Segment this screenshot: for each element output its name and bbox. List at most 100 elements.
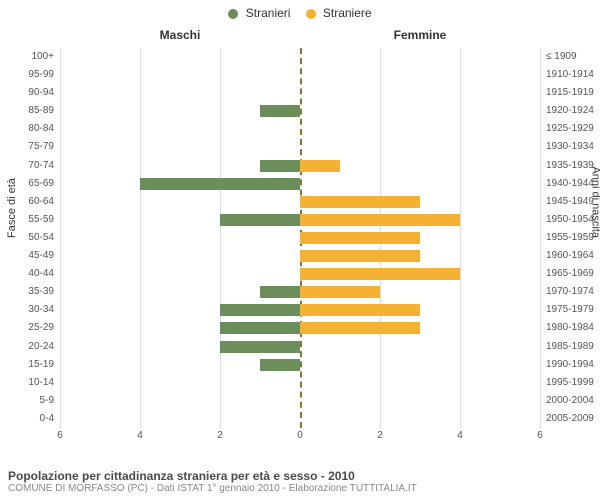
legend-item-female: Straniere	[306, 6, 372, 20]
y-label-birth: 1950-1954	[544, 211, 600, 229]
y-label-age: 90-94	[0, 84, 56, 102]
y-label-age: 55-59	[0, 211, 56, 229]
chart-row	[60, 410, 540, 428]
y-label-age: 30-34	[0, 301, 56, 319]
legend-swatch-male	[228, 9, 238, 19]
y-label-age: 75-79	[0, 138, 56, 156]
bar-female	[300, 322, 420, 334]
y-label-age: 80-84	[0, 120, 56, 138]
y-label-birth: 2000-2004	[544, 392, 600, 410]
x-tick-label: 6	[57, 430, 63, 441]
x-tick-label: 4	[457, 430, 463, 441]
y-label-age: 60-64	[0, 193, 56, 211]
y-labels-age: 100+95-9990-9485-8980-8475-7970-7465-696…	[0, 48, 56, 428]
bar-female	[300, 214, 460, 226]
chart-row	[60, 356, 540, 374]
footer-subtitle: COMUNE DI MORFASSO (PC) - Dati ISTAT 1° …	[8, 483, 592, 494]
bar-male	[220, 322, 300, 334]
bar-male	[260, 160, 300, 172]
gridline	[540, 48, 541, 428]
legend-item-male: Stranieri	[228, 6, 290, 20]
chart-row	[60, 157, 540, 175]
y-label-age: 35-39	[0, 283, 56, 301]
chart-row	[60, 265, 540, 283]
column-title-right: Femmine	[300, 28, 540, 42]
y-label-age: 15-19	[0, 356, 56, 374]
y-label-birth: ≤ 1909	[544, 48, 600, 66]
bar-female	[300, 268, 460, 280]
y-label-age: 100+	[0, 48, 56, 66]
chart-row	[60, 283, 540, 301]
bar-male	[260, 359, 300, 371]
chart-row	[60, 48, 540, 66]
legend-label-male: Stranieri	[246, 6, 291, 20]
bar-female	[300, 232, 420, 244]
x-tick-label: 6	[537, 430, 543, 441]
y-label-age: 50-54	[0, 229, 56, 247]
chart-row	[60, 211, 540, 229]
chart-row	[60, 66, 540, 84]
bar-female	[300, 286, 380, 298]
bar-male	[220, 341, 300, 353]
y-label-birth: 1980-1984	[544, 319, 600, 337]
chart-row	[60, 175, 540, 193]
chart-row	[60, 120, 540, 138]
legend-label-female: Straniere	[323, 6, 372, 20]
x-tick-label: 4	[137, 430, 143, 441]
y-label-age: 65-69	[0, 175, 56, 193]
chart-row	[60, 102, 540, 120]
x-tick-label: 0	[297, 430, 303, 441]
y-label-birth: 1965-1969	[544, 265, 600, 283]
chart-row	[60, 392, 540, 410]
y-label-birth: 1970-1974	[544, 283, 600, 301]
bar-female	[300, 160, 340, 172]
y-label-birth: 2005-2009	[544, 410, 600, 428]
chart-row	[60, 247, 540, 265]
bar-female	[300, 196, 420, 208]
chart-row	[60, 319, 540, 337]
y-label-birth: 1925-1929	[544, 120, 600, 138]
chart-row	[60, 193, 540, 211]
y-label-age: 0-4	[0, 410, 56, 428]
chart-row	[60, 338, 540, 356]
chart-row	[60, 138, 540, 156]
y-label-age: 20-24	[0, 338, 56, 356]
y-label-birth: 1960-1964	[544, 247, 600, 265]
bar-male	[220, 304, 300, 316]
legend-swatch-female	[306, 9, 316, 19]
bar-male	[220, 214, 300, 226]
column-title-left: Maschi	[60, 28, 300, 42]
y-label-birth: 1940-1944	[544, 175, 600, 193]
y-label-birth: 1910-1914	[544, 66, 600, 84]
x-tick-label: 2	[377, 430, 383, 441]
footer: Popolazione per cittadinanza straniera p…	[8, 469, 592, 494]
x-axis-labels: 6 4 2 0 2 4 6	[60, 430, 540, 444]
bar-male	[260, 286, 300, 298]
y-label-age: 45-49	[0, 247, 56, 265]
y-label-age: 5-9	[0, 392, 56, 410]
y-label-birth: 1955-1959	[544, 229, 600, 247]
chart-container: { "chart": { "type": "population-pyramid…	[0, 0, 600, 500]
y-label-age: 70-74	[0, 157, 56, 175]
y-label-birth: 1915-1919	[544, 84, 600, 102]
bar-male	[140, 178, 300, 190]
bar-female	[300, 304, 420, 316]
chart-row	[60, 301, 540, 319]
bar-male	[260, 105, 300, 117]
y-label-birth: 1945-1949	[544, 193, 600, 211]
y-label-age: 95-99	[0, 66, 56, 84]
y-label-birth: 1920-1924	[544, 102, 600, 120]
y-label-birth: 1975-1979	[544, 301, 600, 319]
x-tick-label: 2	[217, 430, 223, 441]
chart-row	[60, 84, 540, 102]
plot-area	[60, 48, 540, 428]
y-label-age: 40-44	[0, 265, 56, 283]
y-label-age: 85-89	[0, 102, 56, 120]
y-label-birth: 1995-1999	[544, 374, 600, 392]
y-label-birth: 1990-1994	[544, 356, 600, 374]
y-label-birth: 1930-1934	[544, 138, 600, 156]
chart-row	[60, 229, 540, 247]
bar-female	[300, 250, 420, 262]
legend: Stranieri Straniere	[0, 6, 600, 20]
chart-row	[60, 374, 540, 392]
